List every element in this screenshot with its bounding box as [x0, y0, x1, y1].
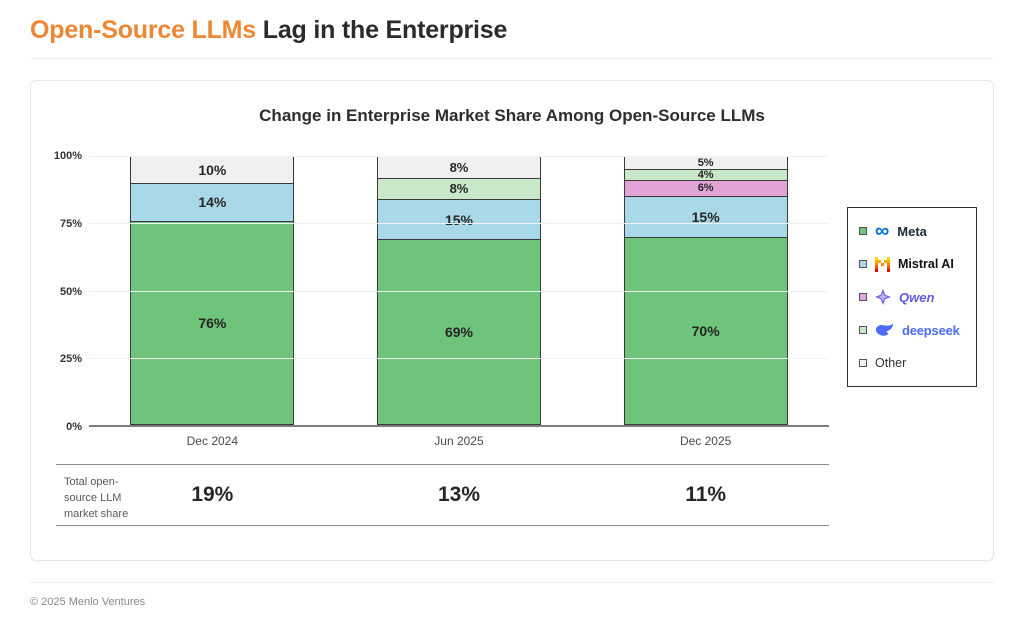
y-axis-tick: 75% [59, 217, 82, 230]
page-footer: © 2025 Menlo Ventures [30, 596, 994, 608]
legend-swatch [859, 359, 867, 367]
bar-segment-qwen: 6% [623, 180, 788, 197]
bar-segment-meta: 70% [623, 236, 788, 425]
x-axis-label: Jun 2025 [434, 434, 484, 448]
totals-values: 19% 13% 11% [89, 465, 829, 525]
legend-swatch [859, 260, 867, 268]
total-market-share-value: 13% [437, 483, 480, 506]
legend: ∞ Meta Mistral AI [847, 207, 977, 387]
bar-segment-mistral-ai: 15% [623, 196, 788, 237]
stacked-bar: 76% 14% 10% [130, 156, 295, 425]
bar-column: 76% 14% 10% [89, 156, 336, 425]
segment-value-label: 8% [449, 181, 469, 197]
x-axis-label: Dec 2024 [186, 434, 239, 448]
legend-item-meta: ∞ Meta [859, 221, 965, 241]
x-axis-labels: Dec 2024 Jun 2025 Dec 2025 [89, 434, 829, 448]
segment-value-label: 5% [697, 156, 714, 169]
gridline [89, 290, 829, 292]
y-axis-tick: 100% [53, 150, 82, 162]
totals-label-line: source LLM [64, 491, 122, 504]
totals-row: Total open- source LLM market share 19% 1… [56, 464, 829, 526]
footer-divider [30, 582, 994, 583]
bar-segment-other: 5% [623, 156, 788, 170]
bar-column: 70% 15% 6% 4% 5% [582, 156, 829, 425]
mistral-logo-icon [875, 256, 890, 272]
legend-label: Meta [897, 223, 927, 239]
legend-item-other: Other [859, 353, 965, 373]
plot-row: 100% 75% 50% 25% 0% 76% 14% 10% 69% 15% 8% 8% 70% 15… [54, 150, 829, 433]
segment-value-label: 14% [198, 194, 227, 211]
page-title-highlight: Open-Source LLMs [30, 16, 256, 44]
deepseek-logo-icon [875, 323, 894, 337]
y-axis-tick: 50% [59, 285, 82, 298]
chart-title: Change in Enterprise Market Share Among … [259, 106, 765, 125]
bar-segment-mistral-ai: 15% [376, 199, 541, 240]
segment-value-label: 15% [444, 211, 473, 228]
plot-area: 76% 14% 10% 69% 15% 8% 8% 70% 15% 6% 4% 5% [89, 156, 829, 427]
legend-item-mistral: Mistral AI [859, 254, 965, 274]
copyright-text: © 2025 Menlo Ventures [30, 596, 146, 608]
meta-logo-icon: ∞ [875, 220, 890, 242]
segment-value-label: 69% [444, 324, 473, 341]
totals-label-line: market share [64, 507, 129, 520]
legend-label: Mistral AI [898, 257, 954, 271]
qwen-logo-icon [875, 289, 891, 305]
legend-item-deepseek: deepseek [859, 320, 965, 340]
legend-swatch [859, 326, 867, 334]
stacked-bar: 70% 15% 6% 4% 5% [623, 156, 788, 425]
bar-segment-meta: 69% [376, 239, 541, 425]
gridline [89, 357, 829, 359]
bar-segment-other: 8% [376, 156, 541, 178]
legend-label: Other [875, 356, 907, 370]
segment-value-label: 4% [697, 168, 714, 181]
chart-body: 100% 75% 50% 25% 0% 76% 14% 10% 69% 15% 8% 8% 70% 15… [54, 150, 829, 526]
total-market-share-value: 11% [685, 483, 727, 506]
segment-value-label: 6% [697, 182, 714, 195]
x-axis-label: Dec 2025 [679, 434, 732, 448]
y-axis: 100% 75% 50% 25% 0% [54, 150, 89, 433]
bar-segment-other: 10% [130, 156, 295, 183]
total-market-share-value: 19% [191, 483, 234, 506]
bar-column: 69% 15% 8% 8% [336, 156, 583, 425]
legend-item-qwen: Qwen [859, 287, 965, 307]
segment-value-label: 10% [198, 161, 227, 178]
y-axis-tick: 0% [66, 421, 82, 433]
totals-label-line: Total open- [64, 476, 119, 488]
page-title: Open-Source LLMs Lag in the Enterprise [30, 16, 994, 45]
segment-value-label: 8% [449, 159, 469, 175]
y-axis-tick: 25% [59, 353, 82, 366]
totals-label: Total open- source LLM market share [64, 475, 128, 523]
stacked-bar: 69% 15% 8% 8% [376, 156, 541, 425]
page-header: Open-Source LLMs Lag in the Enterprise [30, 16, 994, 59]
legend-label: deepseek [902, 322, 960, 338]
page-title-rest: Lag in the Enterprise [262, 16, 508, 44]
segment-value-label: 15% [691, 209, 720, 226]
gridline [89, 223, 829, 225]
legend-label: Qwen [899, 289, 935, 305]
gridline [89, 156, 829, 157]
segment-value-label: 70% [691, 322, 720, 339]
bar-segment-meta: 76% [130, 220, 295, 425]
legend-swatch [859, 227, 867, 235]
bar-segment-mistral-ai: 14% [130, 182, 295, 221]
chart-card: Change in Enterprise Market Share Among … [30, 80, 994, 561]
bar-segment-deepseek: 8% [376, 177, 541, 200]
bars-row: 76% 14% 10% 69% 15% 8% 8% 70% 15% 6% 4% 5% [89, 156, 829, 425]
segment-value-label: 76% [198, 314, 227, 331]
legend-swatch [859, 293, 867, 301]
bar-segment-deepseek: 4% [623, 168, 788, 181]
